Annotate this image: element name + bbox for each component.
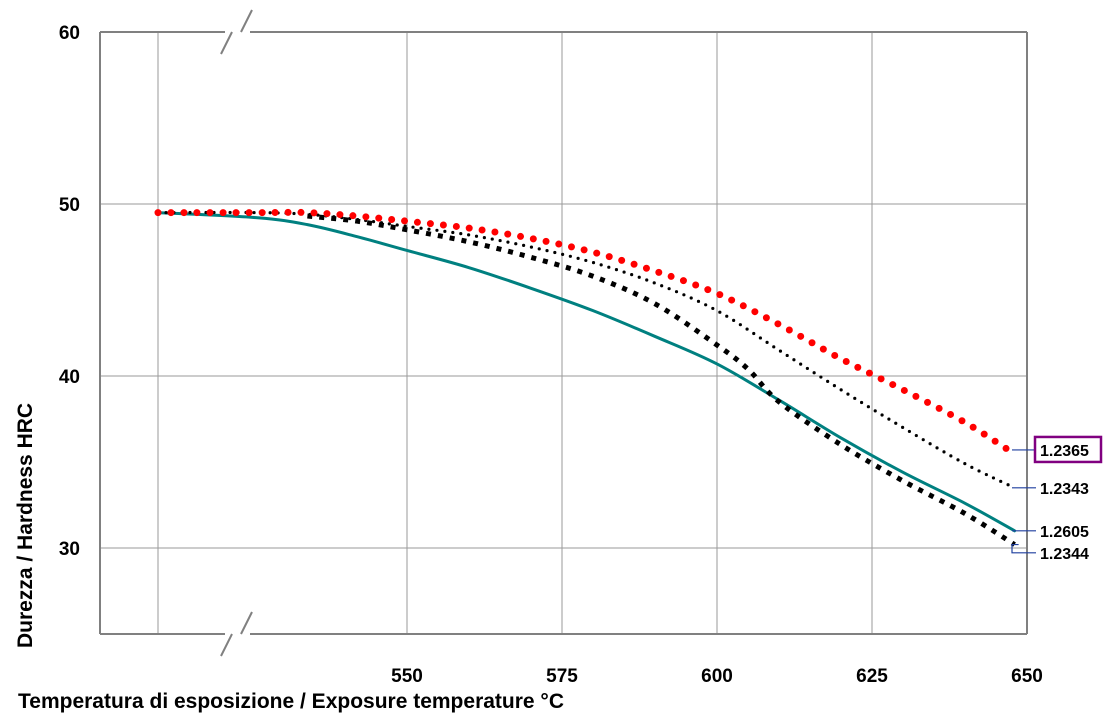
x-tick-label: 550 <box>391 666 423 687</box>
y-axis-label: Durezza / Hardness HRC <box>14 403 37 648</box>
y-tick-label: 30 <box>59 539 80 560</box>
y-tick-label: 60 <box>59 23 80 44</box>
series-label-box <box>1033 435 1103 464</box>
y-tick-label: 50 <box>59 195 80 216</box>
x-axis-label: Temperatura di esposizione / Exposure te… <box>18 690 564 713</box>
series-group <box>154 208 1017 547</box>
series-line-1.2365 <box>154 208 1012 454</box>
x-tick-label: 650 <box>1011 666 1043 687</box>
series-label: 1.2365 <box>1040 443 1089 460</box>
plot-frame <box>99 9 1028 657</box>
x-tick-label: 575 <box>546 666 578 687</box>
y-tick-label: 40 <box>59 367 80 388</box>
series-label: 1.2344 <box>1040 546 1089 563</box>
leader-line <box>1011 543 1036 554</box>
grid <box>100 32 1027 634</box>
axis-break-mark <box>220 9 253 55</box>
series-label: 1.2605 <box>1040 524 1089 541</box>
tick-labels: 550 575 600 625 650 30 40 50 60 <box>59 23 1043 687</box>
series-line-1.2344 <box>307 213 1016 547</box>
series-label: 1.2343 <box>1040 481 1089 498</box>
series-line-1.2605 <box>156 211 1017 533</box>
axis-break-mark <box>220 611 253 657</box>
x-tick-label: 600 <box>701 666 733 687</box>
x-tick-label: 625 <box>856 666 888 687</box>
series-labels: 1.2365 1.2343 1.2605 1.2344 <box>1011 435 1103 563</box>
series-line-1.2343 <box>156 210 1017 490</box>
